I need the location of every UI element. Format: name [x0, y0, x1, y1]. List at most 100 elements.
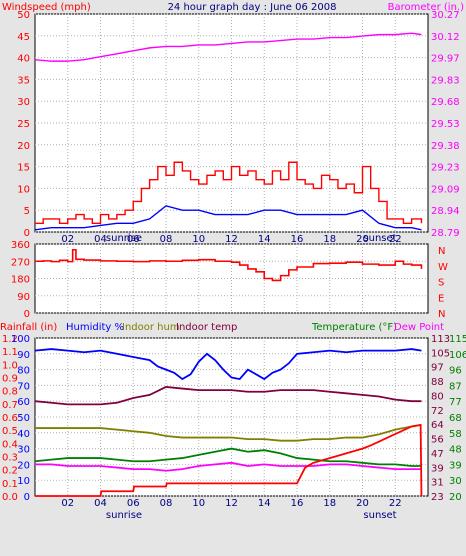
temperature-tick-label: 31	[431, 478, 444, 489]
temperature-tick-label: 113	[431, 334, 450, 345]
hour-tick-label: 20	[356, 498, 369, 509]
sunrise-label-bottom: sunrise	[106, 510, 142, 521]
temperature-tick-label: 105	[431, 348, 450, 359]
windspeed-axis-label: Windspeed (mph)	[2, 2, 91, 13]
hour-tick-label: 10	[192, 234, 205, 245]
legend-humidity: Humidity %	[66, 322, 124, 333]
windspeed-tick-label: 20	[17, 141, 30, 152]
direction-degree-label: 360	[11, 240, 30, 251]
barometer-axis-label: Barometer (in.)	[388, 2, 464, 13]
humidity-tick-label: 60	[17, 397, 30, 408]
windspeed-tick-label: 10	[17, 184, 30, 195]
windspeed-tick-label: 50	[17, 10, 30, 21]
series-line-rainfall	[35, 423, 423, 497]
rainfall-tick-label: 0.0	[2, 492, 18, 503]
series-line-wind-avg	[34, 205, 422, 231]
dewpoint-tick-label: 48	[449, 445, 462, 456]
barometer-tick-label: 30.12	[431, 32, 460, 43]
barometer-tick-label: 29.68	[431, 97, 460, 108]
barometer-tick-label: 29.97	[431, 54, 460, 65]
sunset-label-top: sunset	[363, 233, 396, 244]
rainfall-tick-label: 0.8	[2, 387, 18, 398]
series-line-wind-gust	[35, 161, 423, 224]
windspeed-tick-label: 40	[17, 54, 30, 65]
temperature-tick-label: 56	[431, 435, 444, 446]
wind-series	[34, 32, 423, 231]
hour-tick-label: 04	[94, 234, 107, 245]
rainfall-tick-label: 0.7	[2, 400, 18, 411]
series-line-barometer	[34, 32, 422, 62]
hour-tick-label: 02	[61, 498, 74, 509]
direction-degree-label: 180	[11, 275, 30, 286]
barometer-tick-label: 29.53	[431, 119, 460, 130]
humidity-axis-ticks: 0 10 20 30 40 50 60 70 80 90 100	[11, 334, 30, 503]
temperature-tick-label: 97	[431, 363, 444, 374]
series-line-dew-point	[35, 461, 422, 472]
dewpoint-tick-label: 39	[449, 460, 462, 471]
temperature-tick-label: 47	[431, 449, 444, 460]
humidity-tick-label: 80	[17, 366, 30, 377]
wind-direction-panel	[34, 243, 429, 314]
sunrise-label-top: sunrise	[106, 233, 142, 244]
hour-tick-label: 18	[323, 498, 336, 509]
series-line-wind-direction	[35, 248, 423, 282]
dewpoint-tick-label: 68	[449, 413, 462, 424]
direction-grid	[35, 243, 428, 314]
compass-label: N	[438, 246, 445, 257]
humidity-tick-label: 70	[17, 381, 30, 392]
hour-tick-label: 04	[94, 498, 107, 509]
humidity-tick-label: 10	[17, 476, 30, 487]
rainfall-tick-label: 0.3	[2, 453, 18, 464]
barometer-tick-label: 29.83	[431, 75, 460, 86]
series-line-humidity-	[34, 348, 422, 381]
chart-title: 24 hour graph day : June 06 2008	[168, 2, 337, 13]
rainfall-tick-label: 0.1	[2, 479, 18, 490]
rainfall-tick-label: 1.1	[2, 347, 18, 358]
hour-tick-label: 22	[389, 234, 402, 245]
legend-indoor-hum: Indoor hum	[122, 322, 180, 333]
compass-label: N	[438, 309, 445, 320]
series-line-temperature	[34, 447, 422, 467]
windspeed-tick-label: 0	[24, 228, 30, 239]
direction-degree-label: 270	[11, 257, 30, 268]
wind-left-ticks: 0 5 10 15 20 25 30 35 40 45 50	[17, 10, 30, 239]
windspeed-tick-label: 5	[24, 206, 30, 217]
hour-tick-label: 14	[258, 234, 271, 245]
hour-tick-label: 06	[127, 498, 140, 509]
hour-tick-label: 18	[323, 234, 336, 245]
windspeed-tick-label: 25	[17, 119, 30, 130]
temperature-tick-label: 80	[431, 391, 444, 402]
dewpoint-tick-label: 30	[449, 476, 462, 487]
barometer-tick-label: 29.38	[431, 141, 460, 152]
rainfall-tick-label: 0.9	[2, 374, 18, 385]
legend-dew-point: Dew Point	[394, 322, 444, 333]
hour-tick-label: 10	[192, 498, 205, 509]
humidity-tick-label: 100	[11, 334, 30, 345]
windspeed-tick-label: 30	[17, 97, 30, 108]
dewpoint-tick-label: 115	[449, 334, 466, 345]
rainfall-tick-label: 0.2	[2, 466, 18, 477]
hour-tick-label: 16	[291, 234, 304, 245]
temperature-tick-label: 39	[431, 463, 444, 474]
barometer-tick-label: 30.27	[431, 10, 460, 21]
temperature-tick-label: 88	[431, 377, 444, 388]
series-line-indoor-temp	[34, 386, 422, 406]
dewpoint-tick-label: 58	[449, 429, 462, 440]
x-tick-labels-top: 02 04 06 08 10 12 14 16 18 20 22	[61, 234, 401, 245]
barometer-tick-label: 28.79	[431, 228, 460, 239]
compass-label: E	[438, 293, 444, 304]
rainfall-tick-label: 1.2	[2, 334, 18, 345]
humidity-tick-label: 0	[24, 492, 30, 503]
temperature-axis-ticks: 23 31 39 47 56 64 72 80 88 97 105 113	[431, 334, 450, 503]
barometer-tick-label: 29.23	[431, 163, 460, 174]
humidity-tick-label: 90	[17, 350, 30, 361]
temp-series	[34, 348, 423, 497]
x-tick-labels-bottom: 02 04 06 08 10 12 14 16 18 20 22	[61, 498, 401, 509]
windspeed-tick-label: 45	[17, 32, 30, 43]
dewpoint-tick-label: 20	[449, 492, 462, 503]
sunset-label-bottom: sunset	[363, 510, 396, 521]
temperature-tick-label: 72	[431, 406, 444, 417]
humidity-tick-label: 30	[17, 445, 30, 456]
